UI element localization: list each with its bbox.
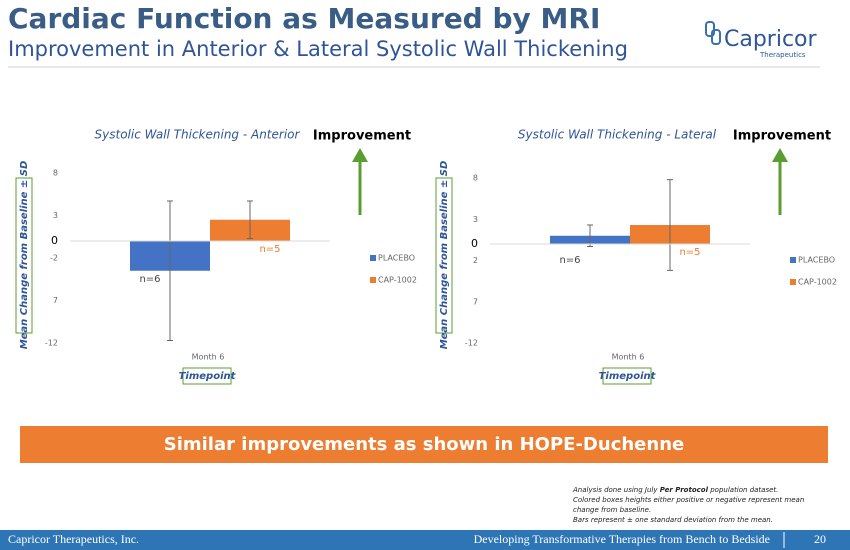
logo-sub: Therapeutics bbox=[759, 51, 806, 59]
y-tick-label: 7 bbox=[473, 297, 478, 306]
y-axis-label: Mean Change from Baseline ± SD bbox=[19, 161, 30, 350]
error-bar bbox=[667, 179, 673, 271]
chart: Systolic Wall Thickening - Lateral Improv… bbox=[435, 128, 837, 385]
x-axis-label: Timepoint bbox=[599, 371, 657, 382]
legend-swatch bbox=[370, 255, 376, 261]
legend-swatch bbox=[790, 257, 796, 263]
x-axis-label: Timepoint bbox=[179, 371, 237, 382]
y-tick-label: -2 bbox=[50, 254, 58, 263]
legend-label: CAP-1002 bbox=[798, 278, 837, 287]
note-line: change from baseline. bbox=[573, 506, 651, 514]
x-label-box bbox=[182, 367, 232, 385]
legend-swatch bbox=[370, 277, 376, 283]
y-tick-label: 0 bbox=[471, 237, 478, 250]
y-tick-label: 8 bbox=[53, 169, 58, 178]
legend-label: PLACEBO bbox=[378, 254, 415, 263]
y-tick-label: 3 bbox=[53, 211, 58, 220]
y-tick-label: 7 bbox=[53, 296, 58, 305]
annotation: n=5 bbox=[679, 247, 700, 258]
y-tick-label: 2 bbox=[473, 256, 478, 265]
note-text: Analysis done using July bbox=[572, 486, 660, 494]
annotation: n=6 bbox=[559, 255, 580, 266]
banner bbox=[20, 426, 828, 463]
title: Cardiac Function as Measured by MRI bbox=[8, 2, 600, 35]
note-text: population dataset. bbox=[708, 486, 778, 494]
legend-label: PLACEBO bbox=[798, 256, 835, 265]
footer-center: Developing Transformative Therapies from… bbox=[474, 532, 770, 546]
y-label-box bbox=[15, 177, 33, 334]
improvement-arrowhead bbox=[352, 148, 368, 162]
banner-text: Similar improvements as shown in HOPE-Du… bbox=[164, 434, 684, 455]
annotation: n=5 bbox=[259, 244, 280, 255]
y-tick-label: -12 bbox=[465, 339, 478, 348]
note-line: Analysis done using July Per Protocol po… bbox=[572, 486, 778, 494]
x-tick-label: Month 6 bbox=[612, 353, 645, 362]
notes: Analysis done using July Per Protocol po… bbox=[572, 486, 804, 524]
x-label-box bbox=[602, 367, 652, 385]
x-tick-label: Month 6 bbox=[192, 353, 225, 362]
y-tick-label: 8 bbox=[473, 174, 478, 183]
improvement-label: Improvement bbox=[733, 129, 831, 144]
error-bar bbox=[167, 200, 173, 341]
chart-title: Systolic Wall Thickening - Anterior bbox=[95, 128, 301, 142]
y-tick-label: 3 bbox=[473, 215, 478, 224]
legend-swatch bbox=[790, 279, 796, 285]
y-tick-label: -12 bbox=[45, 339, 58, 348]
annotation: n=6 bbox=[139, 274, 160, 285]
footer-page: 20 bbox=[814, 532, 826, 546]
footer-bar bbox=[0, 530, 850, 550]
subtitle: Improvement in Anterior & Lateral Systol… bbox=[8, 37, 628, 61]
improvement-arrowhead bbox=[772, 148, 788, 162]
note-bold: Per Protocol bbox=[660, 486, 709, 494]
footer-left: Capricor Therapeutics, Inc. bbox=[8, 532, 139, 546]
chart-title: Systolic Wall Thickening - Lateral bbox=[518, 128, 717, 142]
error-bar bbox=[587, 224, 593, 247]
y-label-box bbox=[435, 177, 453, 334]
logo-icon bbox=[705, 21, 715, 37]
note-line: Colored boxes heights either positive or… bbox=[573, 496, 804, 504]
note-line: Bars represent ± one standard deviation … bbox=[573, 516, 773, 524]
chart: Systolic Wall Thickening - Anterior Impro… bbox=[15, 128, 417, 385]
legend-label: CAP-1002 bbox=[378, 276, 417, 285]
logo-name: Capricor bbox=[724, 27, 818, 52]
error-bar bbox=[247, 200, 253, 239]
logo: Capricor Therapeutics bbox=[705, 21, 818, 59]
y-axis-label: Mean Change from Baseline ± SD bbox=[439, 161, 450, 350]
logo-icon bbox=[711, 29, 721, 45]
y-tick-label: 0 bbox=[51, 234, 58, 247]
improvement-label: Improvement bbox=[313, 129, 411, 144]
